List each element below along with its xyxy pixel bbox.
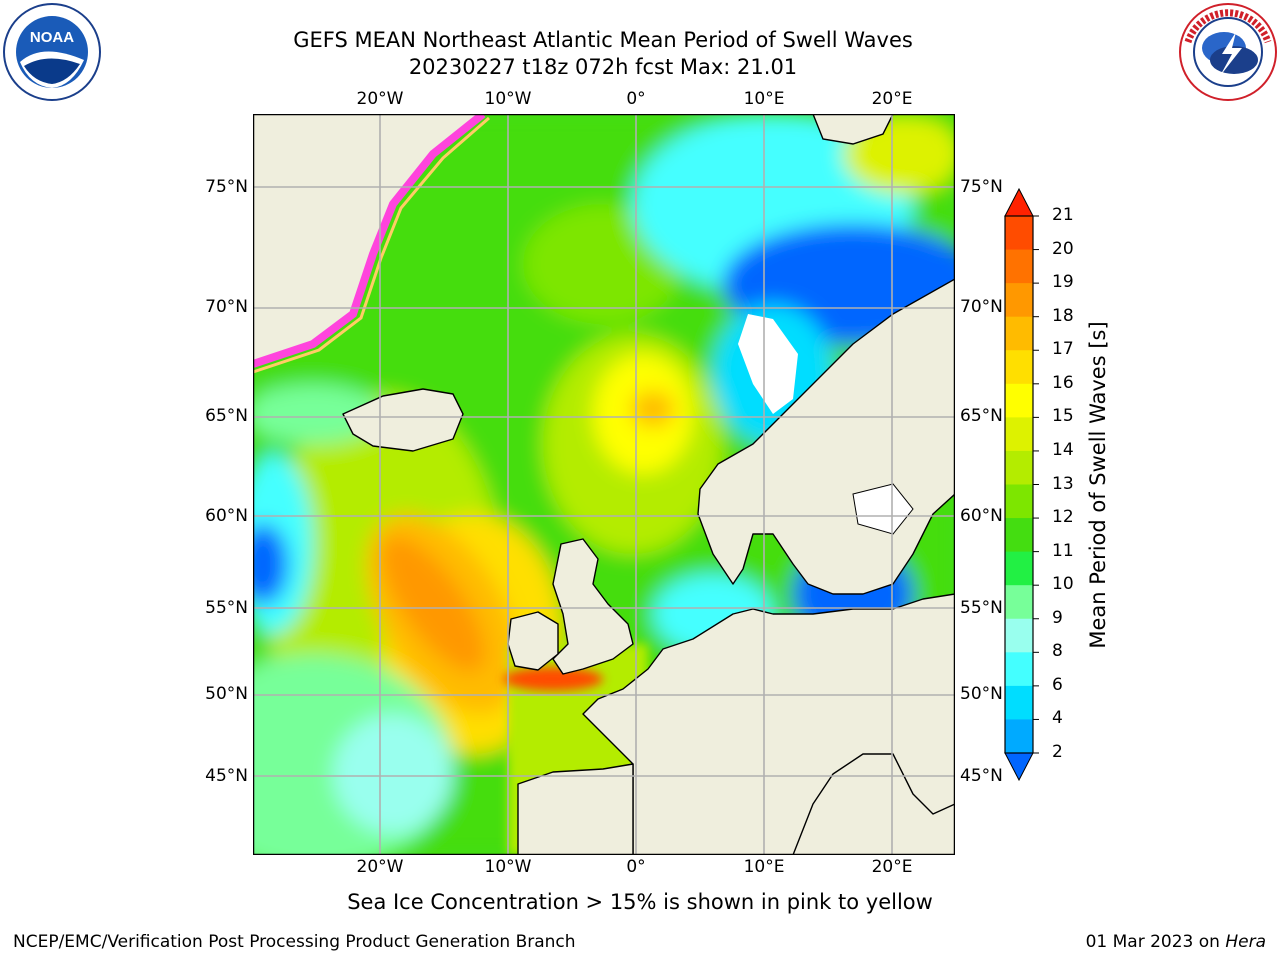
land [253,114,955,855]
lat-label-left-60n: 60°N [205,506,248,526]
lat-label-left-75n: 75°N [205,177,248,197]
gulf-of-bothnia [852,483,914,535]
lon-label-bottom-10e: 10°E [743,857,785,877]
graticule [253,114,955,855]
lon-label-top-20w: 20°W [356,89,404,109]
lon-label-bottom-20e: 20°E [871,857,913,877]
colorbar [1004,187,1039,782]
lat-label-right-60n: 60°N [960,506,1003,526]
colorbar-band [1005,551,1033,586]
colorbar-extend-max [1004,187,1034,217]
lat-label-right-50n: 50°N [960,684,1003,704]
footer-branch: NCEP/EMC/Verification Post Processing Pr… [13,932,576,952]
colorbar-band [1005,350,1033,385]
colorbar-band [1005,216,1033,251]
lon-label-top-10w: 10°W [484,89,532,109]
colorbar-tick-label: 17 [1052,339,1074,360]
lon-label-top-0: 0° [626,89,646,109]
lat-label-right-70n: 70°N [960,297,1003,317]
colorbar-band [1005,652,1033,687]
colorbar-band [1005,283,1033,318]
svalbard [812,114,894,145]
colorbar-tick-label: 18 [1052,305,1074,326]
lat-label-right-55n: 55°N [960,598,1003,618]
lon-label-bottom-20w: 20°W [356,857,404,877]
colorbar-band [1005,417,1033,452]
lat-label-left-55n: 55°N [205,598,248,618]
lat-label-left-70n: 70°N [205,297,248,317]
iberia [517,763,634,855]
lat-label-left-45n: 45°N [205,766,248,786]
colorbar-tick-label: 11 [1052,540,1074,561]
footer-date: 01 Mar 2023 on Hera [1086,932,1266,952]
noaa-logo: NOAA [3,3,101,101]
colorbar-band [1005,585,1033,620]
colorbar-tick-label: 10 [1052,574,1074,595]
colorbar-label: Mean Period of Swell Waves [s] [1086,321,1110,649]
colorbar-band [1005,685,1033,721]
lon-label-top-20e: 20°E [871,89,913,109]
colorbar-band [1005,518,1033,553]
footer-date-text: 01 Mar 2023 on [1085,932,1226,952]
footer-host: Hera [1225,932,1266,952]
italy-balkans [792,753,955,855]
ireland [507,611,559,671]
colorbar-tick-label: 8 [1052,641,1063,662]
lat-label-right-75n: 75°N [960,177,1003,197]
colorbar-tick-label: 16 [1052,372,1074,393]
colorbar-extend-min [1004,752,1034,782]
colorbar-band [1005,618,1033,653]
great-britain [552,538,634,675]
iceland [342,388,464,452]
map-title: GEFS MEAN Northeast Atlantic Mean Period… [293,28,913,52]
norwegian-sea-gap [738,314,798,414]
nws-logo [1179,3,1277,101]
colorbar-tick-label: 13 [1052,473,1074,494]
colorbar-band [1005,450,1033,486]
colorbar-tick-label: 12 [1052,507,1074,528]
lat-label-right-65n: 65°N [960,406,1003,426]
lon-label-bottom-0: 0° [626,857,646,877]
lon-label-bottom-10w: 10°W [484,857,532,877]
colorbar-band [1005,719,1033,754]
colorbar-tick-label: 2 [1052,742,1063,762]
map-frame [253,114,955,855]
colorbar-tick-label: 15 [1052,406,1074,427]
colorbar-band [1005,316,1033,351]
lat-label-right-45n: 45°N [960,766,1003,786]
colorbar-tick-label: 21 [1052,205,1074,225]
colorbar-band [1005,484,1033,519]
map-panel [253,114,955,855]
colorbar-tick-label: 19 [1052,272,1074,293]
colorbar-band [1005,249,1033,284]
lon-label-top-10e: 10°E [743,89,785,109]
lat-label-left-65n: 65°N [205,406,248,426]
colorbar-tick-label: 4 [1052,708,1063,729]
colorbar-tick-label: 6 [1052,674,1063,695]
colorbar-tick-label: 9 [1052,607,1063,628]
sea-ice-edge [253,114,486,368]
noaa-logo-text: NOAA [30,29,74,46]
lat-label-left-50n: 50°N [205,684,248,704]
colorbar-tick-label: 20 [1052,238,1074,259]
europe-mainland [582,278,955,855]
colorbar-tick-label: 14 [1052,439,1074,460]
sea-ice-caption: Sea Ice Concentration > 15% is shown in … [347,890,933,914]
map-subtitle: 20230227 t18z 072h fcst Max: 21.01 [408,55,798,79]
swell-field [253,114,955,855]
sea-ice-edge-inner [253,116,490,374]
colorbar-band [1005,383,1033,418]
